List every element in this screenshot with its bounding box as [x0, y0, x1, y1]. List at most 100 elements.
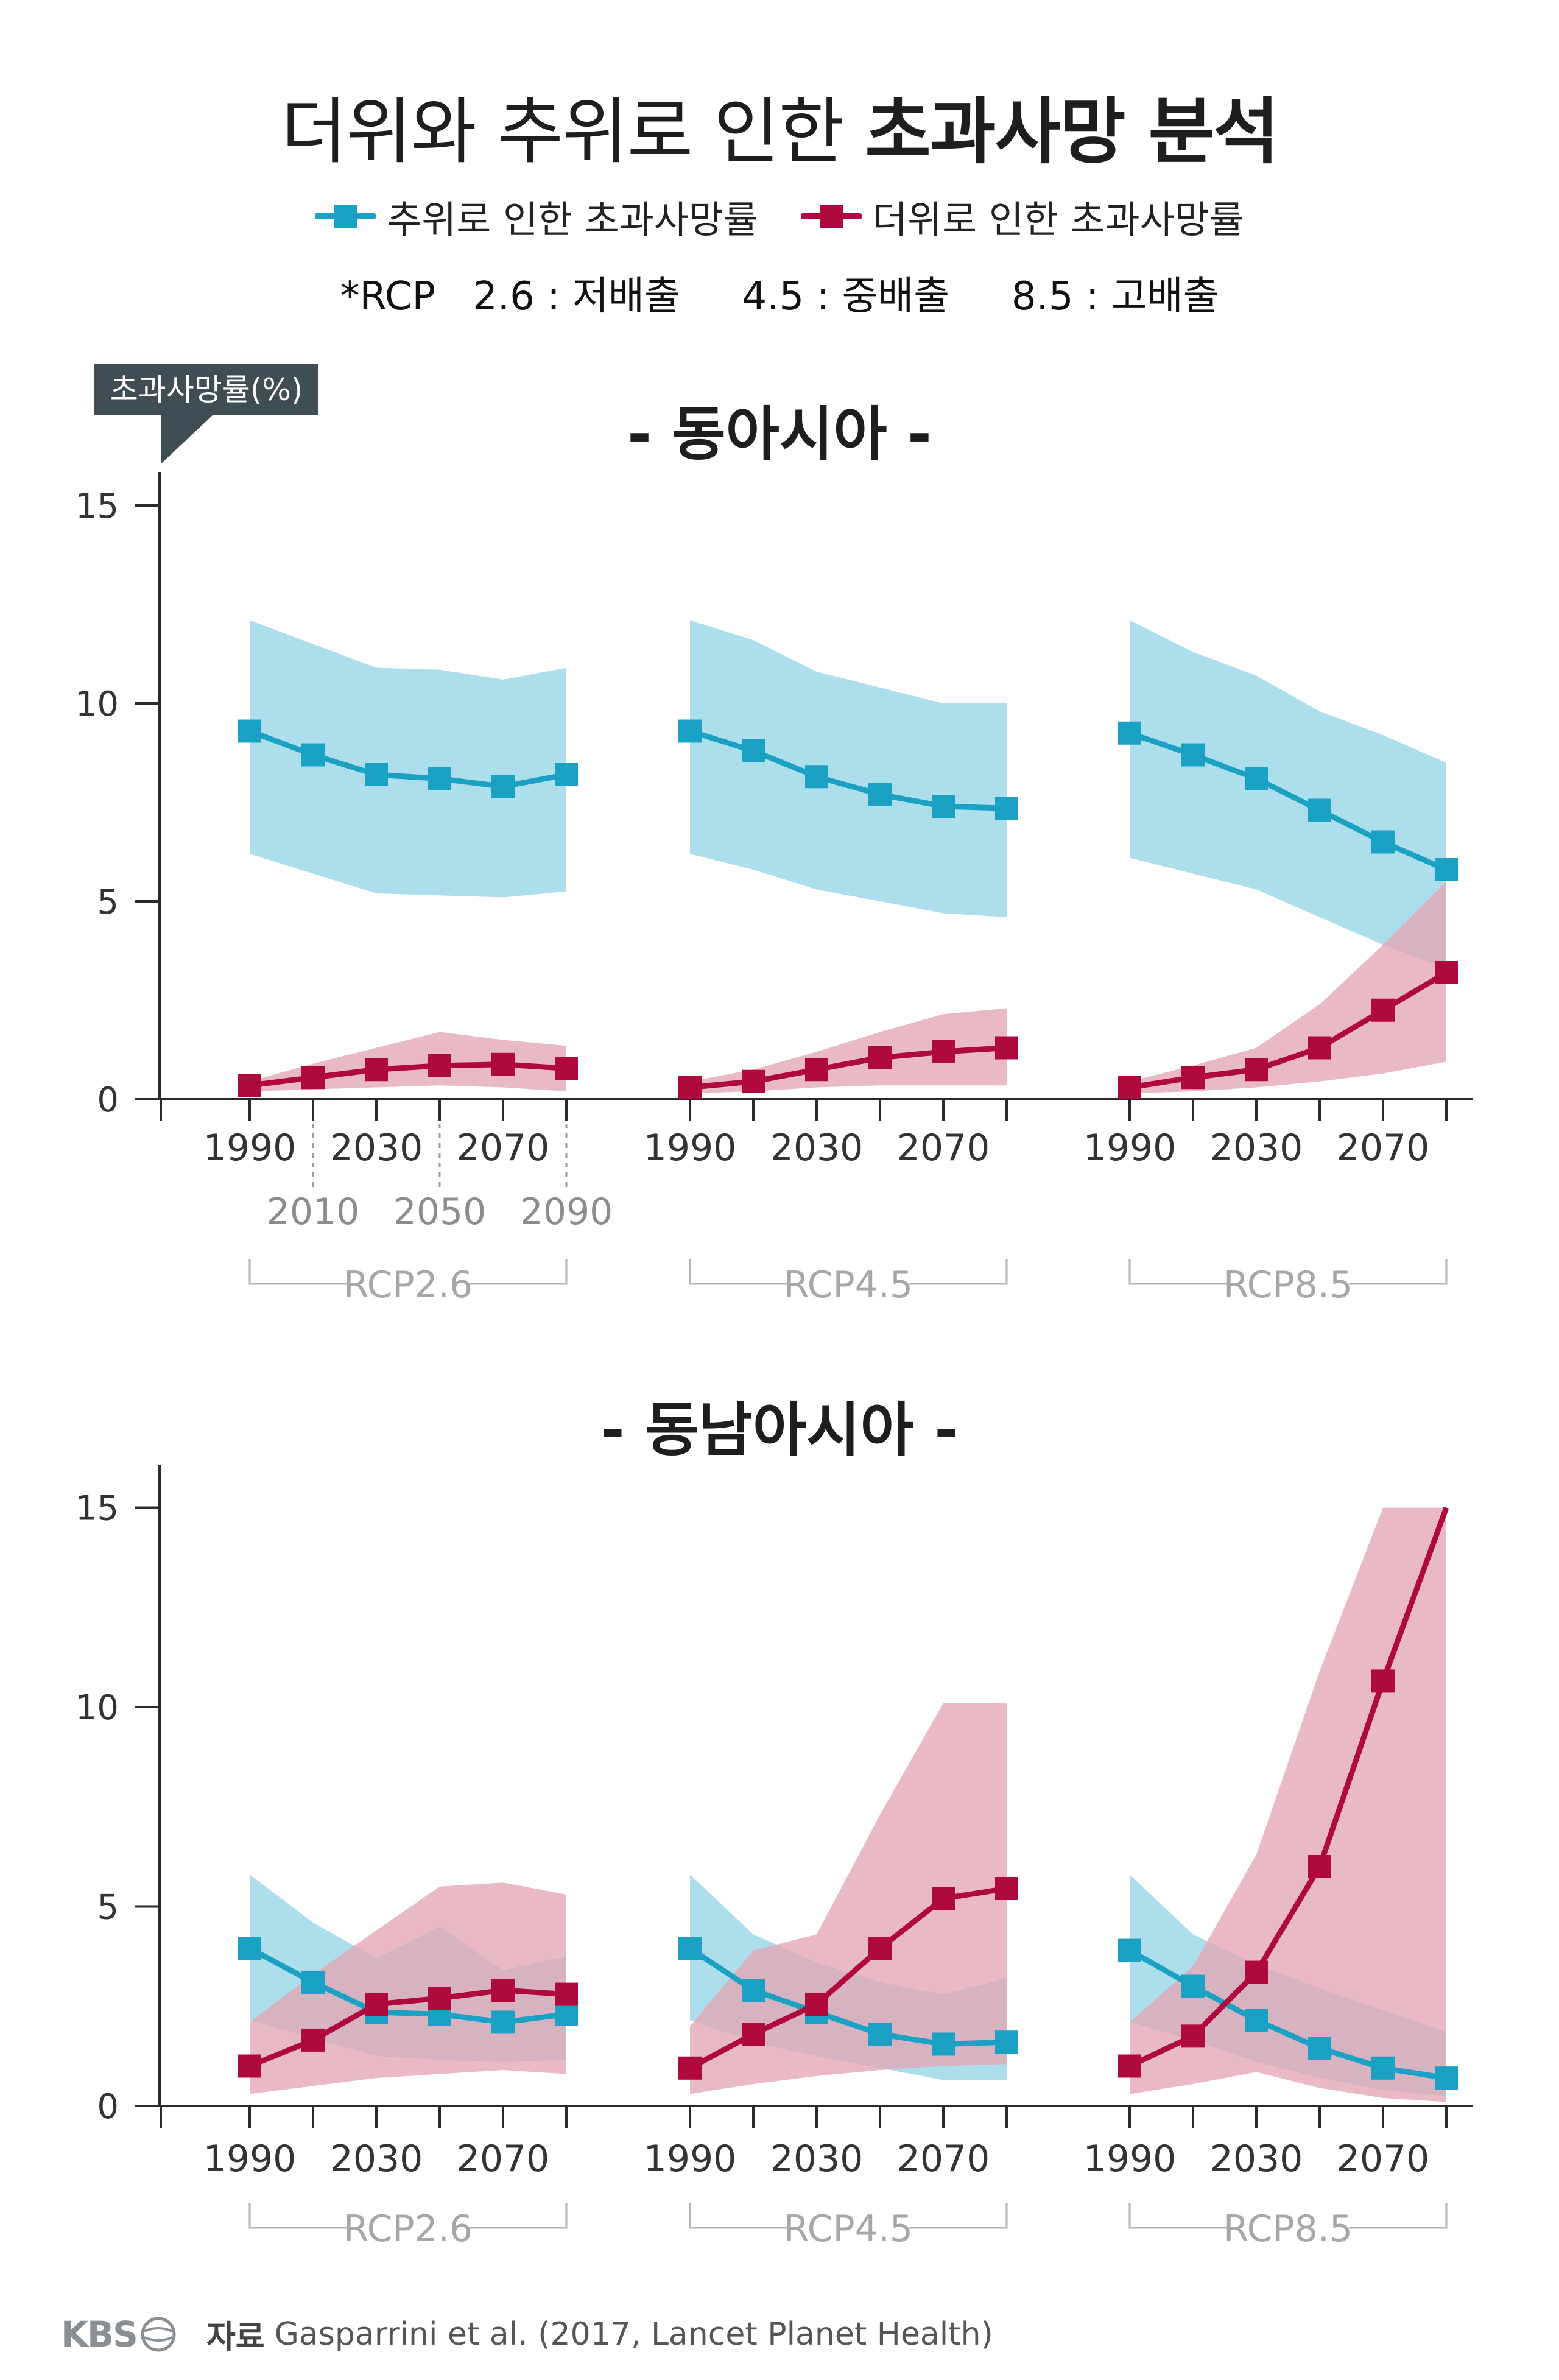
cold-band-RCP2.6	[250, 620, 566, 898]
southeast-asia-x-tick-label: 2030	[1210, 2138, 1303, 2180]
cold-point-RCP8.5	[1371, 2056, 1395, 2080]
east-asia-scenario-bracket	[248, 1259, 568, 1285]
heat-band-RCP4.5	[690, 1008, 1007, 1094]
panel-title-east-asia: - 동아시아 -	[627, 400, 932, 468]
east-asia-scenario-label: RCP4.5	[784, 1264, 913, 1306]
heat-point-RCP4.5	[805, 1058, 828, 1082]
heat-point-RCP2.6	[238, 1074, 261, 1097]
source-text: Gasparrini et al. (2017, Lancet Planet H…	[274, 2315, 993, 2353]
heat-point-RCP8.5	[1245, 1058, 1268, 1082]
cold-point-RCP4.5	[932, 2032, 955, 2056]
southeast-asia-scenario-bracket	[1128, 2203, 1448, 2229]
east-asia-y-tick-label: 10	[76, 685, 119, 724]
east-asia-x-tick-label: 2070	[1337, 1127, 1430, 1169]
east-asia-x-tick-label-secondary: 2090	[520, 1191, 613, 1233]
kbs-globe-icon	[141, 2317, 176, 2351]
footer: KBS 자료 Gasparrini et al. (2017, Lancet P…	[61, 2311, 993, 2357]
southeast-asia-x-tick-label: 1990	[644, 2138, 737, 2180]
heat-point-RCP8.5	[1371, 1669, 1395, 1693]
heat-point-RCP2.6	[238, 2054, 261, 2078]
heat-point-RCP4.5	[742, 1069, 765, 1093]
cold-point-RCP2.6	[491, 775, 515, 798]
heat-point-RCP2.6	[491, 1979, 515, 2002]
cold-point-RCP4.5	[742, 1979, 765, 2002]
east-asia-x-tick-label: 2030	[330, 1127, 423, 1169]
east-asia-x-tick-label: 2030	[1210, 1127, 1303, 1169]
east-asia-x-tick-label-secondary: 2050	[393, 1191, 487, 1233]
heat-band-RCP2.6	[250, 1032, 566, 1091]
cold-point-RCP2.6	[555, 763, 578, 786]
legend: 추위로 인한 초과사망률 더위로 인한 초과사망률	[0, 189, 1559, 244]
legend-swatch-cold	[315, 204, 376, 228]
heat-point-RCP4.5	[805, 1992, 828, 2016]
southeast-asia-x-tick-label: 1990	[203, 2138, 297, 2180]
southeast-asia-scenario-bracket	[248, 2203, 568, 2229]
southeast-asia-y-tick-label: 5	[97, 1888, 119, 1928]
cold-point-RCP2.6	[301, 743, 325, 767]
east-asia-x-tick-label-secondary: 2010	[267, 1191, 360, 1233]
heat-point-RCP2.6	[301, 1066, 325, 1090]
cold-point-RCP4.5	[995, 2030, 1018, 2054]
cold-point-RCP8.5	[1245, 2009, 1268, 2032]
east-asia-scenario-bracket	[1128, 1259, 1448, 1285]
heat-band-RCP8.5	[1130, 881, 1446, 1094]
southeast-asia-x-tick-label: 2070	[457, 2138, 550, 2180]
southeast-asia-scenario-label: RCP4.5	[784, 2208, 913, 2250]
heat-point-RCP8.5	[1435, 961, 1458, 984]
cold-point-RCP4.5	[868, 783, 892, 806]
heat-point-RCP2.6	[428, 1054, 451, 1077]
heat-point-RCP2.6	[555, 1057, 578, 1080]
southeast-asia-y-tick-label: 15	[76, 1489, 119, 1529]
southeast-asia-x-tick-label: 2070	[897, 2138, 990, 2180]
cold-point-RCP2.6	[428, 767, 451, 790]
cold-point-RCP2.6	[365, 763, 388, 786]
southeast-asia-scenario-label: RCP8.5	[1223, 2208, 1353, 2250]
heat-point-RCP2.6	[365, 1058, 388, 1082]
legend-item-cold: 추위로 인한 초과사망률	[315, 189, 758, 244]
cold-point-RCP8.5	[1308, 798, 1331, 822]
brand-logo: KBS	[61, 2313, 138, 2355]
cold-point-RCP2.6	[238, 1937, 261, 1960]
y-axis-label: 초과사망률(%)	[94, 364, 318, 415]
heat-point-RCP4.5	[742, 2023, 765, 2046]
legend-item-heat: 더위로 인한 초과사망률	[801, 189, 1244, 244]
cold-point-RCP8.5	[1118, 721, 1141, 745]
heat-point-RCP4.5	[678, 1076, 702, 1099]
cold-point-RCP8.5	[1181, 1974, 1205, 1998]
heat-point-RCP8.5	[1371, 998, 1395, 1022]
cold-point-RCP4.5	[995, 797, 1018, 820]
chart-title-regular: 더위와 추위로 인한	[281, 90, 865, 174]
heat-point-RCP8.5	[1308, 1855, 1331, 1878]
cold-point-RCP8.5	[1435, 2066, 1458, 2090]
southeast-asia-x-tick-label: 1990	[1083, 2138, 1177, 2180]
east-asia-y-tick-label: 5	[97, 882, 119, 922]
heat-point-RCP4.5	[995, 1036, 1018, 1060]
heat-point-RCP4.5	[932, 1887, 955, 1910]
panel-title-southeast-asia: - 동남아시아 -	[600, 1396, 959, 1464]
legend-label-heat: 더위로 인한 초과사망률	[873, 197, 1244, 242]
legend-label-cold: 추위로 인한 초과사망률	[387, 197, 758, 242]
southeast-asia-scenario-label: RCP2.6	[343, 2208, 473, 2250]
southeast-asia-scenario-bracket	[689, 2203, 1008, 2229]
southeast-asia-y-tick-label: 0	[97, 2087, 119, 2127]
cold-point-RCP4.5	[742, 739, 765, 762]
cold-point-RCP4.5	[678, 719, 702, 743]
cold-point-RCP4.5	[805, 765, 828, 789]
cold-point-RCP8.5	[1371, 830, 1395, 854]
heat-point-RCP8.5	[1181, 2024, 1205, 2048]
cold-point-RCP8.5	[1435, 858, 1458, 881]
cold-point-RCP2.6	[301, 1970, 325, 1994]
east-asia-x-tick-label: 1990	[644, 1127, 737, 1169]
heat-band-RCP2.6	[250, 1882, 566, 2094]
cold-point-RCP8.5	[1308, 2037, 1331, 2060]
rcp-note: *RCP 2.6 : 저배출 4.5 : 중배출 8.5 : 고배출	[340, 274, 1219, 319]
chart-title-bold: 초과사망 분석	[865, 90, 1279, 174]
east-asia-x-tick-label: 2070	[897, 1127, 990, 1169]
cold-band-RCP4.5	[690, 620, 1007, 917]
east-asia-x-tick-label: 2070	[457, 1127, 550, 1169]
heat-point-RCP4.5	[868, 1046, 892, 1069]
legend-swatch-heat	[801, 204, 862, 228]
southeast-asia-x-tick-label: 2030	[330, 2138, 423, 2180]
heat-point-RCP8.5	[1118, 1076, 1141, 1099]
